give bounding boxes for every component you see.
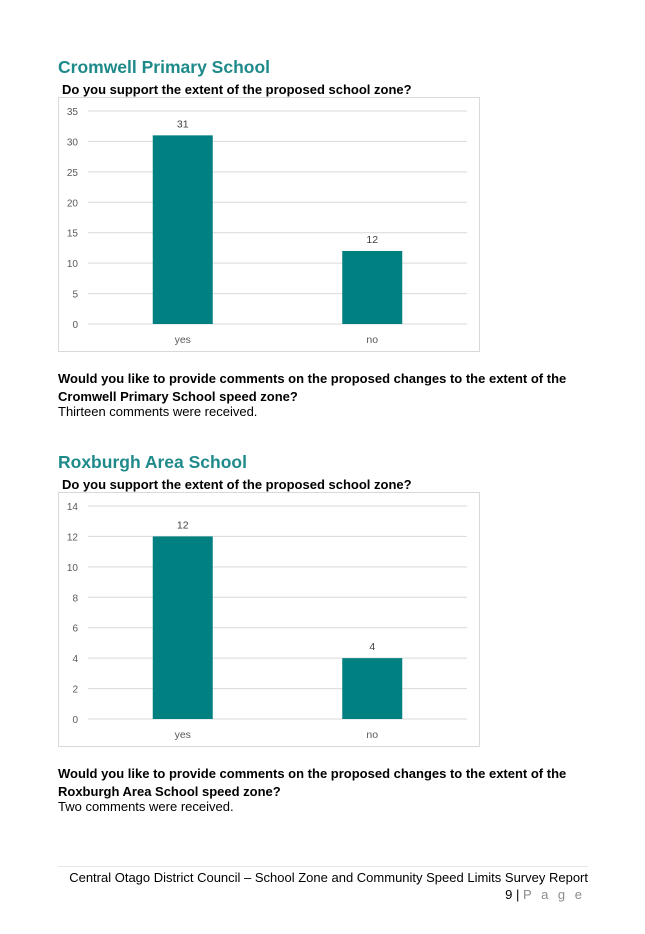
y-tick-label: 6 bbox=[72, 624, 78, 635]
y-tick-label: 25 bbox=[67, 168, 79, 179]
y-tick-label: 30 bbox=[67, 137, 79, 148]
chart-question: Do you support the extent of the propose… bbox=[62, 477, 412, 492]
chart-svg: 0 2 4 6 8 10 12 14 12 yes 4 no bbox=[67, 502, 467, 741]
footer-title: Central Otago District Council – School … bbox=[69, 870, 588, 885]
section-heading: Roxburgh Area School bbox=[58, 452, 247, 472]
chart-question: Do you support the extent of the propose… bbox=[62, 82, 412, 97]
chart-svg: 0 5 10 15 20 25 30 35 31 yes 12 no bbox=[67, 107, 467, 346]
y-tick-label: 5 bbox=[72, 290, 78, 301]
page-separator: | bbox=[516, 887, 520, 902]
bar-chart: 0 2 4 6 8 10 12 14 12 yes 4 no bbox=[58, 492, 480, 747]
section-heading: Cromwell Primary School bbox=[58, 57, 271, 77]
bar bbox=[152, 135, 213, 324]
y-tick-label: 10 bbox=[67, 259, 79, 270]
page-number: 9 bbox=[505, 887, 513, 902]
comments-answer: Thirteen comments were received. bbox=[58, 404, 258, 419]
y-tick-label: 14 bbox=[67, 502, 79, 513]
x-tick-label: yes bbox=[175, 729, 191, 741]
y-tick-label: 0 bbox=[72, 715, 78, 726]
x-tick-label: no bbox=[366, 334, 378, 346]
comments-answer: Two comments were received. bbox=[58, 799, 234, 814]
bar bbox=[152, 536, 213, 719]
y-tick-label: 12 bbox=[67, 532, 79, 543]
y-tick-label: 10 bbox=[67, 563, 79, 574]
x-tick-label: no bbox=[366, 729, 378, 741]
y-tick-label: 20 bbox=[67, 198, 79, 209]
y-tick-label: 2 bbox=[72, 685, 78, 696]
x-tick-label: yes bbox=[175, 334, 191, 346]
data-label: 12 bbox=[177, 519, 189, 531]
comments-question: Would you like to provide comments on th… bbox=[58, 766, 567, 799]
page-word: P a g e bbox=[523, 887, 585, 902]
bar-chart: 0 5 10 15 20 25 30 35 31 yes 12 no bbox=[58, 97, 480, 352]
y-tick-label: 4 bbox=[72, 654, 78, 665]
bar bbox=[342, 658, 403, 719]
data-label: 31 bbox=[177, 118, 189, 130]
y-tick-label: 0 bbox=[72, 320, 78, 331]
y-tick-label: 15 bbox=[67, 229, 79, 240]
footer-page-number: 9 | P a g e bbox=[505, 887, 585, 902]
data-label: 4 bbox=[369, 641, 375, 653]
data-label: 12 bbox=[366, 234, 378, 246]
y-tick-label: 8 bbox=[72, 593, 78, 604]
footer-divider bbox=[58, 866, 588, 867]
bar bbox=[342, 250, 403, 324]
y-tick-label: 35 bbox=[67, 107, 79, 118]
comments-question: Would you like to provide comments on th… bbox=[58, 371, 567, 404]
